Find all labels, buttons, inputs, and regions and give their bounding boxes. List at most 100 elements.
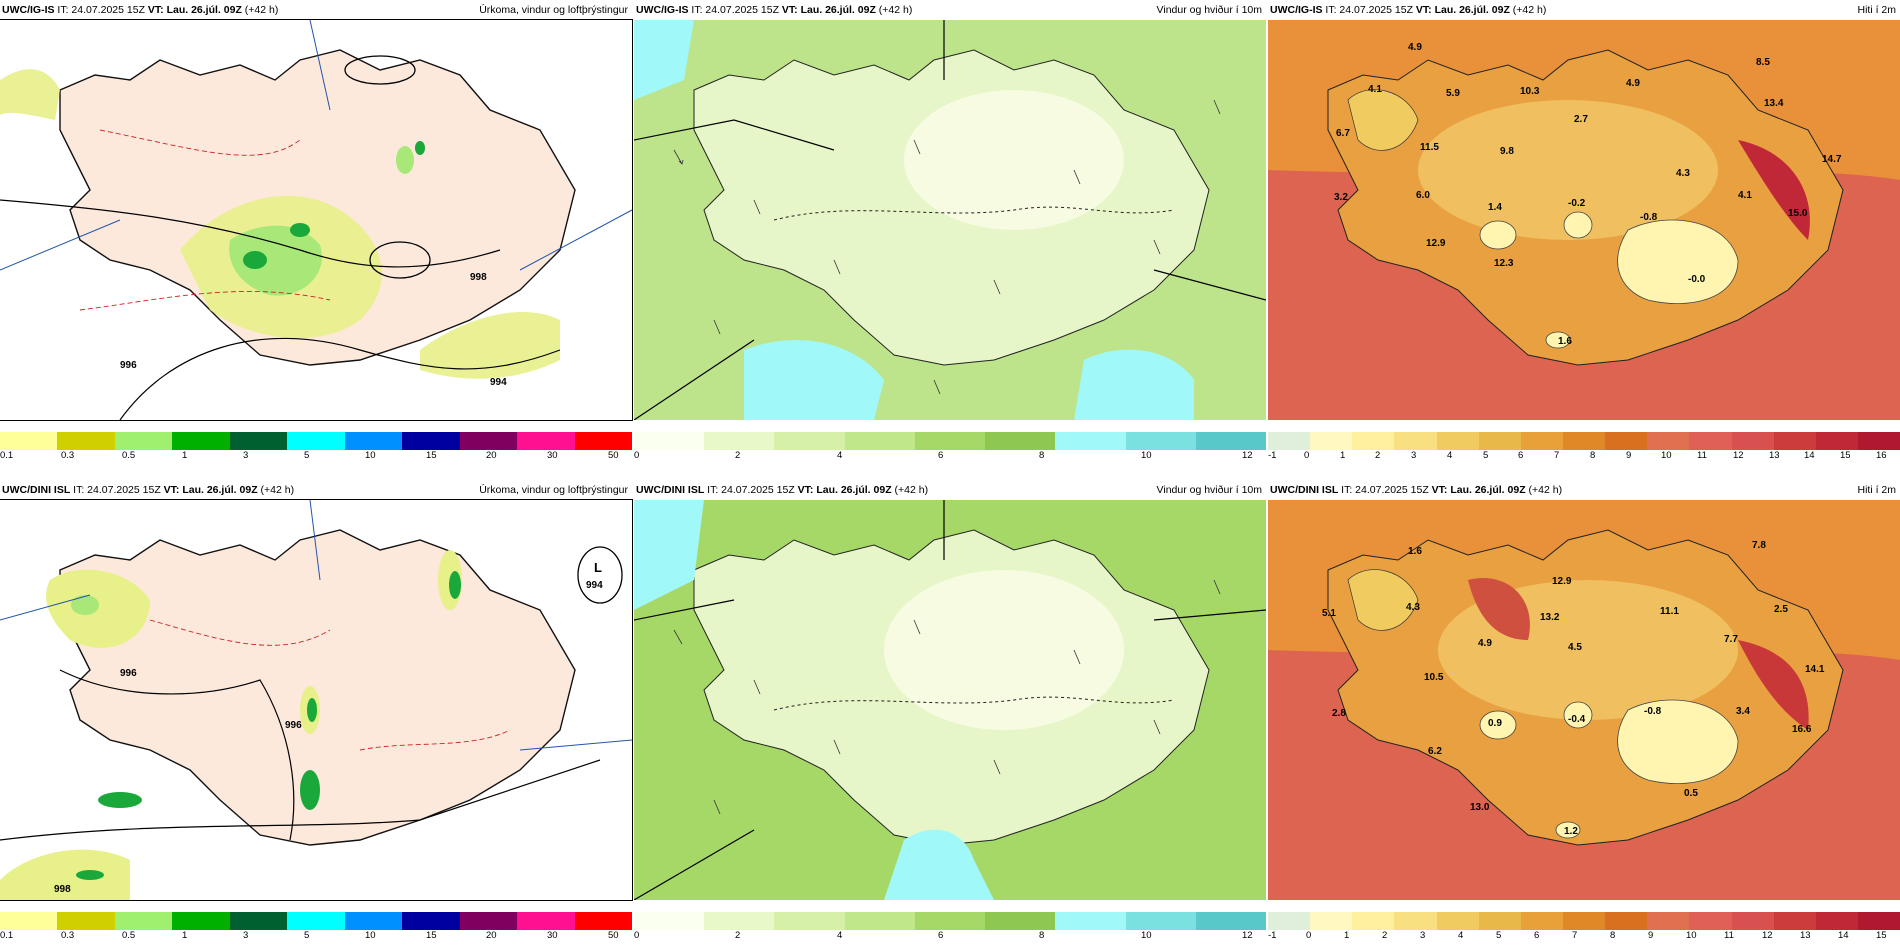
map-view[interactable]: 1.6 7.8 12.9 5.1 4.3 13.2 11.1 2.5 4.9 4…: [1268, 500, 1900, 900]
legend-swatches: [0, 912, 632, 930]
legend-swatch: [1195, 432, 1266, 450]
legend-swatch: [1815, 432, 1858, 450]
legend-swatch: [517, 432, 575, 450]
legend-label: 4: [1447, 450, 1453, 461]
temp-label: 16.6: [1792, 724, 1812, 735]
temp-label: 14.7: [1822, 154, 1842, 165]
legend-label: 3: [243, 450, 249, 461]
map-view[interactable]: 4.9 8.5 4.1 5.9 10.3 4.9 13.4 6.7 2.7 11…: [1268, 20, 1900, 420]
legend-label: 3: [243, 930, 249, 941]
legend-swatch: [459, 912, 518, 930]
temp-label: 4.1: [1738, 190, 1752, 201]
legend-swatch: [1605, 912, 1648, 930]
map-view[interactable]: 996 994 998: [0, 19, 633, 421]
panel-dini-precip: UWC/DINI ISL IT: 24.07.2025 15Z VT: Lau.…: [0, 480, 633, 942]
color-legend: -1 0 1 2 3 4 5 6 7 8 9 10 11 12 13 14 15: [1268, 900, 1900, 942]
panel-title: Úrkoma, vindur og loftþrýstingur: [479, 4, 628, 16]
legend-label: 14: [1838, 930, 1849, 941]
model-name: UWC/DINI ISL: [2, 484, 71, 496]
legend-swatch: [844, 432, 915, 450]
temp-label: 7.8: [1752, 540, 1766, 551]
low-pressure-marker: L: [594, 560, 602, 575]
legend-label: 10: [365, 450, 376, 461]
legend-label: 9: [1648, 930, 1654, 941]
map-view[interactable]: L 994 996 996 998: [0, 499, 633, 901]
legend-label: 12: [1242, 450, 1253, 461]
legend-swatch: [1562, 432, 1606, 450]
temp-label: 3.2: [1334, 192, 1348, 203]
legend-swatch: [1055, 912, 1126, 930]
temp-label: 5.1: [1322, 608, 1336, 619]
legend-swatch: [1478, 432, 1521, 450]
legend-swatch: [774, 432, 845, 450]
isobar-label: 996: [120, 668, 137, 679]
legend-label: 0: [1304, 450, 1310, 461]
legend-swatch: [1394, 432, 1437, 450]
temperature-map: 1.6 7.8 12.9 5.1 4.3 13.2 11.1 2.5 4.9 4…: [1268, 500, 1900, 900]
valid-time: VT: Lau. 26.júl. 09Z: [147, 4, 242, 16]
legend-swatch: [1647, 432, 1690, 450]
legend-label: 8: [1039, 450, 1045, 461]
legend-label: 0: [634, 930, 640, 941]
model-name: UWC/IG-IS: [2, 4, 55, 16]
legend-swatch: [517, 912, 575, 930]
legend-swatch: [287, 912, 345, 930]
legend-swatch: [344, 432, 403, 450]
legend-label: 0: [634, 450, 640, 461]
legend-label: 3: [1411, 450, 1417, 461]
wind-map: [634, 500, 1266, 900]
panel-header: UWC/IG-IS IT: 24.07.2025 15Z VT: Lau. 26…: [634, 0, 1266, 20]
legend-swatch: [1731, 912, 1774, 930]
model-name: UWC/DINI ISL: [636, 484, 705, 496]
panel-ig-precip: UWC/IG-IS IT: 24.07.2025 15Z VT: Lau. 26…: [0, 0, 633, 462]
temp-label: 11.5: [1420, 142, 1439, 153]
temp-label: 1.6: [1558, 336, 1572, 347]
temp-label: 8.5: [1756, 57, 1770, 68]
panel-ig-wind: UWC/IG-IS IT: 24.07.2025 15Z VT: Lau. 26…: [634, 0, 1266, 462]
legend-swatch: [0, 432, 58, 450]
panel-header: UWC/IG-IS IT: 24.07.2025 15Z VT: Lau. 26…: [0, 0, 632, 20]
legend-label: 0.3: [61, 450, 75, 461]
isobar-label: 998: [470, 272, 487, 283]
legend-label: 2: [1382, 930, 1388, 941]
map-view[interactable]: [634, 20, 1266, 420]
legend-swatch: [229, 432, 288, 450]
legend-label: 8: [1039, 930, 1045, 941]
legend-label: 7: [1554, 450, 1560, 461]
lead-time: (+42 h): [1528, 484, 1563, 496]
legend-label: 9: [1626, 450, 1632, 461]
temp-label: 12.9: [1552, 576, 1572, 587]
precip-map: L 994 996 996 998: [0, 500, 632, 900]
legend-swatches: [634, 912, 1266, 930]
temp-label: 12.9: [1426, 238, 1446, 249]
temp-label: -0.2: [1568, 198, 1586, 209]
legend-label: 15: [426, 930, 437, 941]
legend-swatches: [0, 432, 632, 450]
panel-title: Hiti í 2m: [1857, 484, 1896, 496]
panel-title: Vindur og hviður í 10m: [1156, 484, 1262, 496]
panel-ig-temp: UWC/IG-IS IT: 24.07.2025 15Z VT: Lau. 26…: [1268, 0, 1900, 462]
legend-label: 30: [547, 450, 558, 461]
temp-label: 1.4: [1488, 202, 1502, 213]
lead-time: (+42 h): [878, 4, 913, 16]
legend-swatch: [1268, 432, 1311, 450]
temp-label: 6.7: [1336, 128, 1350, 139]
map-view[interactable]: [634, 500, 1266, 900]
legend-label: 2: [735, 930, 741, 941]
legend-label: 6: [938, 930, 944, 941]
legend-swatch: [774, 912, 845, 930]
temp-label: -0.0: [1688, 274, 1706, 285]
temp-label: 4.9: [1626, 78, 1640, 89]
lead-time: (+42 h): [244, 4, 279, 16]
temp-label: 5.9: [1446, 88, 1460, 99]
legend-swatch: [634, 432, 705, 450]
legend-label: 2: [735, 450, 741, 461]
legend-label: 20: [486, 930, 497, 941]
legend-swatches: [1268, 912, 1900, 930]
init-time: IT: 24.07.2025 15Z: [1325, 4, 1413, 16]
legend-label: 50: [608, 450, 619, 461]
panel-title: Úrkoma, vindur og loftþrýstingur: [479, 484, 628, 496]
temp-label: 4.1: [1368, 84, 1382, 95]
legend-swatch: [1195, 912, 1266, 930]
legend-swatch: [459, 432, 518, 450]
